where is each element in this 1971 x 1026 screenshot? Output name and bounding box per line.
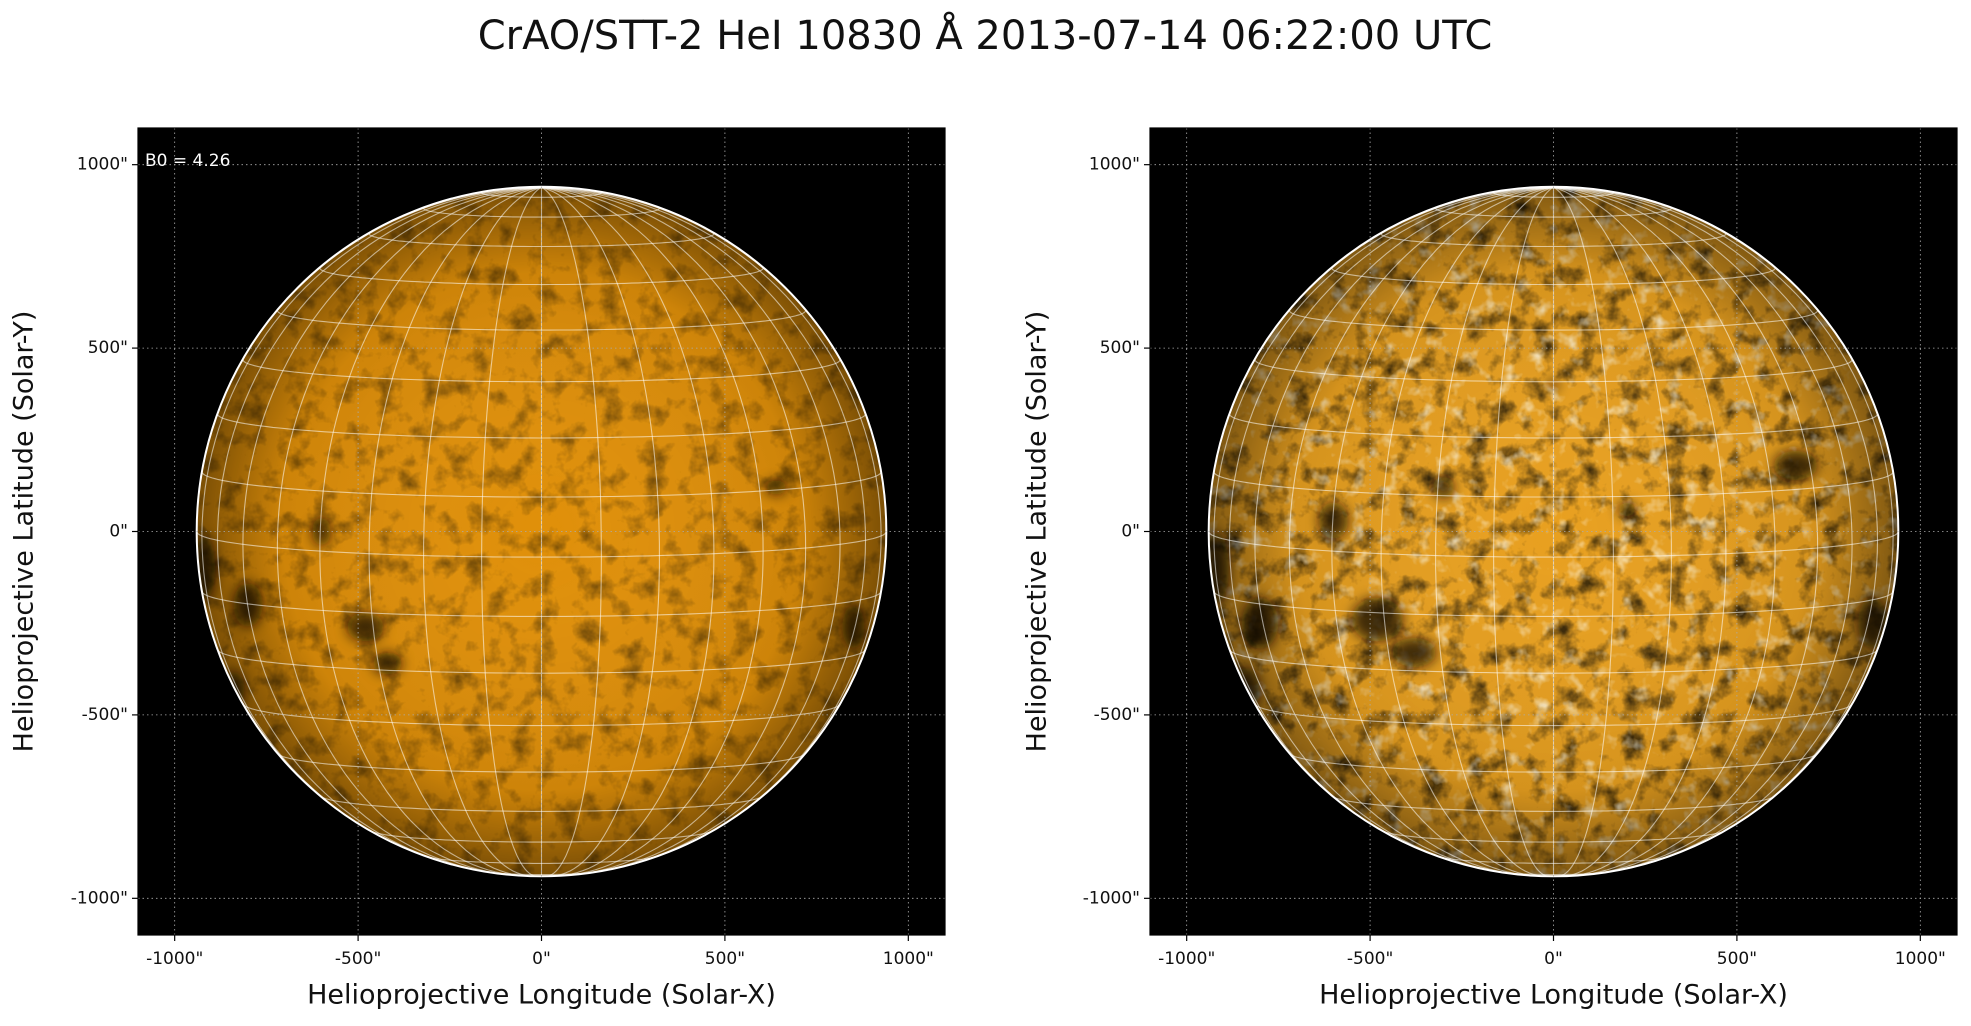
graticule-line	[276, 187, 542, 875]
graticule-line	[541, 187, 602, 877]
panel: -1000" -500" 0" 500" 1000" -1000" -500" 0" 500" 1…	[1022, 127, 1958, 1011]
graticule-line	[1208, 531, 1899, 558]
graticule-line	[1382, 830, 1725, 843]
graticule-line	[1553, 187, 1853, 873]
annotation: B0 = 4.26	[145, 151, 230, 171]
graticule-line	[319, 187, 542, 877]
graticule-line	[541, 187, 715, 877]
graticule-line	[370, 830, 713, 843]
y-tick-label: 0"	[1121, 522, 1140, 542]
x-tick-label: -500"	[335, 949, 381, 969]
axes	[1150, 128, 1957, 935]
x-tick-label: 500"	[1717, 949, 1757, 969]
x-axis-label: Helioprojective Longitude (Solar-X)	[307, 980, 776, 1011]
graticule-line	[1228, 413, 1879, 439]
graticule-line	[242, 358, 841, 383]
x-tick-label: -1000"	[146, 949, 203, 969]
y-tick-label: -500"	[82, 705, 128, 725]
x-tick-label: -500"	[1347, 949, 1393, 969]
graticule-line	[1553, 187, 1672, 877]
x-tick-label: 0"	[1544, 949, 1563, 969]
y-tick-label: 500"	[1100, 338, 1140, 358]
figure-title: CrAO/STT-2 HeI 10830 Å 2013-07-14 06:22:…	[478, 11, 1493, 59]
graticule-line	[541, 187, 764, 877]
graticule-line	[1553, 187, 1614, 877]
graticule-line	[216, 187, 542, 868]
graticule-line	[423, 187, 542, 877]
y-axis-label: Helioprojective Latitude (Solar-Y)	[1022, 311, 1053, 753]
axes-frame	[1149, 127, 1958, 936]
graticule-line	[1254, 187, 1554, 873]
graticule-line	[1288, 309, 1819, 331]
axes: B0 = 4.26	[138, 128, 945, 935]
graticule-line	[1493, 187, 1554, 877]
x-tick-label: 1000"	[883, 949, 934, 969]
graticule-line	[423, 206, 660, 218]
graticule-line	[1255, 704, 1852, 727]
graticule-line	[1553, 187, 1727, 877]
y-tick-label: -500"	[1094, 705, 1140, 725]
graticule-line	[201, 591, 882, 617]
graticule-line	[541, 187, 660, 877]
graticule-line	[541, 187, 867, 868]
graticule-line	[319, 266, 764, 286]
y-tick-label: 500"	[88, 338, 128, 358]
graticule-line	[480, 191, 603, 198]
x-tick-label: 500"	[705, 949, 745, 969]
graticule-line	[243, 704, 840, 727]
graticule-line	[1553, 187, 1776, 877]
graticule-line	[541, 187, 841, 873]
graticule-line	[1553, 187, 1819, 875]
graticule-line	[425, 855, 658, 864]
y-tick-label: -1000"	[71, 888, 128, 908]
graticule-line	[1437, 855, 1670, 864]
graticule-line	[1254, 358, 1853, 383]
y-tick-label: 1000"	[1089, 155, 1140, 175]
graticule-line	[1228, 187, 1554, 868]
graticule-line	[481, 187, 542, 877]
axes-frame	[137, 127, 946, 936]
graticule-line	[242, 187, 542, 873]
graticule-line	[1553, 187, 1879, 868]
graticule-line	[1492, 191, 1615, 198]
graticule-line	[1331, 187, 1554, 877]
graticule-line	[1435, 206, 1672, 218]
graticule-line	[1213, 591, 1894, 617]
x-tick-label: -1000"	[1158, 949, 1215, 969]
y-tick-label: -1000"	[1083, 888, 1140, 908]
graticule-line	[1435, 187, 1554, 877]
graticule-line	[1288, 187, 1554, 875]
x-tick-label: 1000"	[1895, 949, 1946, 969]
graticule-line	[541, 187, 807, 875]
y-tick-label: 1000"	[77, 155, 128, 175]
x-tick-label: 0"	[532, 949, 551, 969]
x-axis-label: Helioprojective Longitude (Solar-X)	[1319, 980, 1788, 1011]
graticule-line	[1331, 266, 1776, 286]
graticule-line	[276, 309, 807, 331]
y-tick-label: 0"	[109, 522, 128, 542]
graticule-line	[368, 187, 542, 877]
y-axis-label: Helioprojective Latitude (Solar-Y)	[9, 311, 40, 753]
panel: B0 = 4.26 -1000" -500" 0" 500" 1000" -1000" -50…	[9, 127, 946, 1011]
graticule-line	[1380, 187, 1554, 877]
graticule-line	[196, 531, 887, 558]
graticule-line	[216, 413, 867, 439]
